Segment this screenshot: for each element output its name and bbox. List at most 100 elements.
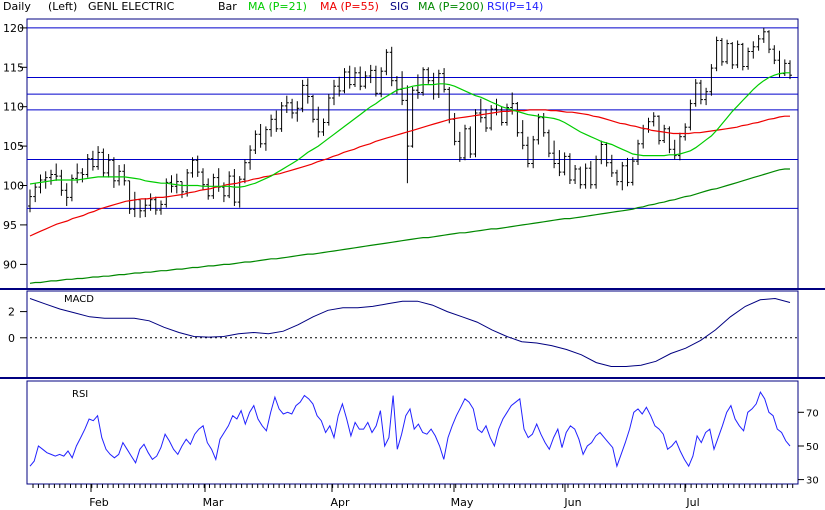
price-bar: [363, 71, 368, 89]
price-bar: [389, 46, 394, 87]
price-bar: [426, 67, 431, 84]
price-bar: [237, 176, 242, 208]
price-bar: [54, 163, 59, 181]
price-tick-label: 100: [3, 180, 24, 193]
price-bar: [195, 155, 200, 177]
price-bar: [347, 65, 352, 89]
rsi-tick-label: 70: [806, 408, 819, 419]
price-bar: [730, 42, 735, 69]
price-bar: [279, 102, 284, 132]
price-bar: [620, 161, 625, 191]
price-tick-label: 105: [3, 140, 24, 153]
price-bar: [725, 39, 730, 65]
month-label: Apr: [330, 496, 350, 509]
price-bar: [735, 40, 740, 69]
price-bar: [667, 126, 672, 154]
month-label: May: [451, 496, 474, 509]
price-bar: [300, 79, 305, 113]
price-bar: [520, 120, 525, 150]
price-bar: [767, 30, 771, 54]
price-bar: [604, 142, 609, 167]
price-bar: [421, 67, 426, 96]
price-bar: [295, 101, 300, 122]
month-label: Mar: [203, 496, 224, 509]
price-bar: [379, 67, 384, 98]
price-bar: [410, 87, 415, 148]
price-bar: [630, 157, 635, 186]
price-bar: [515, 102, 520, 137]
price-bar: [132, 191, 137, 218]
price-bar: [117, 165, 122, 186]
price-bar: [709, 64, 714, 96]
price-bar: [557, 150, 562, 177]
price-bar: [311, 94, 315, 123]
price-bar: [127, 180, 132, 214]
macd-title: MACD: [64, 294, 94, 305]
price-bar: [263, 126, 268, 151]
price-bar: [290, 98, 295, 119]
price-bar: [489, 105, 494, 131]
price-bar: [431, 72, 436, 100]
price-bar: [49, 169, 53, 185]
price-bar: [269, 114, 274, 137]
rsi-title: RSI: [72, 389, 88, 400]
price-bar: [153, 196, 158, 215]
price-bar: [562, 152, 567, 176]
price-bar: [358, 66, 363, 91]
price-bar: [677, 132, 682, 161]
price-bar: [599, 140, 604, 165]
price-tick-label: 95: [3, 219, 17, 232]
price-bar: [143, 198, 148, 218]
price-bar: [761, 27, 766, 43]
price-bar: [353, 67, 357, 87]
price-bar: [69, 174, 74, 202]
price-bar: [321, 118, 326, 136]
price-bar: [525, 136, 530, 168]
price-bar: [693, 79, 698, 107]
price-bar: [546, 129, 551, 158]
price-bar: [85, 154, 90, 178]
price-bar: [751, 41, 756, 59]
price-bar: [258, 124, 263, 148]
price-bar: [248, 145, 253, 170]
price-bar: [122, 164, 127, 186]
price-tick-label: 120: [3, 22, 24, 35]
period-label: Daily: [3, 0, 31, 13]
price-bar: [337, 76, 342, 97]
price-bar: [305, 78, 310, 104]
price-bar: [473, 109, 478, 158]
price-bar: [552, 140, 557, 169]
price-bar: [326, 94, 331, 126]
price-panel: [26, 18, 799, 290]
price-bar: [64, 183, 69, 206]
ma21-line: [29, 72, 790, 188]
price-bar: [583, 163, 588, 189]
rsi-panel: [26, 380, 799, 485]
price-bar: [101, 148, 106, 177]
price-bar: [567, 153, 572, 184]
price-bar: [148, 193, 153, 211]
ma200-line: [29, 168, 790, 284]
price-bar: [33, 183, 38, 203]
price-bar: [662, 124, 667, 143]
price-tick-label: 110: [3, 101, 24, 114]
price-bar: [442, 68, 447, 93]
price-tick-label: 115: [3, 61, 24, 74]
price-bar: [594, 155, 599, 189]
scale-label: (Left): [48, 0, 77, 13]
ma55-legend: MA (P=55): [320, 0, 379, 13]
price-bar: [447, 87, 452, 124]
macd-tick-label: 0: [8, 332, 15, 345]
price-bar: [373, 65, 378, 97]
price-bar: [714, 36, 719, 72]
price-bar: [536, 113, 541, 145]
price-bar: [253, 130, 258, 154]
symbol-label: GENL ELECTRIC: [88, 0, 175, 13]
price-bar: [284, 95, 289, 113]
price-bar: [625, 157, 630, 187]
rsi-tick-label: 50: [806, 442, 819, 453]
price-bar: [28, 189, 32, 213]
price-bar: [185, 169, 190, 197]
price-bar: [384, 49, 389, 76]
